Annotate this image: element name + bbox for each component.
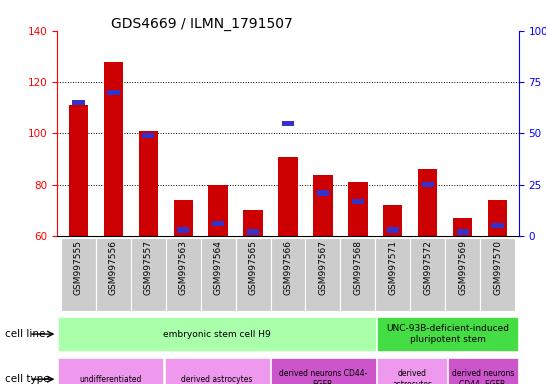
Bar bbox=[278, 157, 298, 236]
Text: derived
astrocytes: derived astrocytes bbox=[392, 369, 432, 384]
Bar bbox=[164, 358, 270, 384]
Bar bbox=[61, 238, 96, 311]
Text: GSM997568: GSM997568 bbox=[353, 240, 363, 295]
Text: GSM997572: GSM997572 bbox=[423, 240, 432, 295]
Bar bbox=[448, 358, 518, 384]
Text: GSM997569: GSM997569 bbox=[458, 240, 467, 295]
Bar bbox=[488, 200, 507, 236]
Bar bbox=[377, 317, 518, 351]
Text: GSM997555: GSM997555 bbox=[74, 240, 83, 295]
Bar bbox=[411, 238, 446, 311]
Text: undifferentiated: undifferentiated bbox=[79, 375, 142, 384]
Text: cell type: cell type bbox=[5, 374, 50, 384]
Bar bbox=[58, 317, 376, 351]
Bar bbox=[282, 121, 294, 126]
Bar bbox=[212, 221, 224, 227]
Bar bbox=[480, 238, 515, 311]
Bar bbox=[130, 238, 165, 311]
Bar bbox=[58, 358, 163, 384]
Bar bbox=[456, 230, 469, 235]
Bar bbox=[139, 131, 158, 236]
Bar bbox=[418, 169, 437, 236]
Bar bbox=[317, 190, 329, 195]
Bar bbox=[107, 90, 120, 95]
Text: GSM997563: GSM997563 bbox=[179, 240, 188, 295]
Text: derived astrocytes: derived astrocytes bbox=[181, 375, 253, 384]
Bar bbox=[377, 358, 447, 384]
Bar bbox=[235, 238, 270, 311]
Bar bbox=[387, 227, 399, 233]
Bar bbox=[352, 199, 364, 204]
Bar bbox=[491, 223, 504, 228]
Text: GSM997557: GSM997557 bbox=[144, 240, 153, 295]
Text: embryonic stem cell H9: embryonic stem cell H9 bbox=[163, 329, 271, 339]
Bar bbox=[453, 218, 472, 236]
Bar bbox=[165, 238, 200, 311]
Text: GSM997566: GSM997566 bbox=[283, 240, 293, 295]
Text: GSM997570: GSM997570 bbox=[493, 240, 502, 295]
Text: GSM997564: GSM997564 bbox=[213, 240, 223, 295]
Bar bbox=[104, 61, 123, 236]
Bar bbox=[174, 200, 193, 236]
Bar bbox=[72, 100, 85, 105]
Text: UNC-93B-deficient-induced
pluripotent stem: UNC-93B-deficient-induced pluripotent st… bbox=[386, 324, 509, 344]
Text: GSM997567: GSM997567 bbox=[318, 240, 328, 295]
Bar bbox=[348, 182, 367, 236]
Bar bbox=[177, 227, 189, 233]
Bar bbox=[69, 105, 88, 236]
Bar bbox=[341, 238, 376, 311]
Text: GSM997556: GSM997556 bbox=[109, 240, 118, 295]
Bar bbox=[376, 238, 411, 311]
Text: GSM997571: GSM997571 bbox=[388, 240, 397, 295]
Text: cell line: cell line bbox=[5, 329, 46, 339]
Text: derived neurons CD44-
EGFR-: derived neurons CD44- EGFR- bbox=[280, 369, 367, 384]
Bar bbox=[306, 238, 341, 311]
Text: GDS4669 / ILMN_1791507: GDS4669 / ILMN_1791507 bbox=[111, 17, 293, 31]
Bar bbox=[209, 185, 228, 236]
Bar bbox=[383, 205, 402, 236]
Bar bbox=[422, 182, 434, 187]
Bar bbox=[270, 238, 306, 311]
Bar bbox=[96, 238, 130, 311]
Bar bbox=[200, 238, 235, 311]
Text: GSM997565: GSM997565 bbox=[248, 240, 258, 295]
Bar bbox=[446, 238, 480, 311]
Bar bbox=[142, 133, 155, 138]
Bar bbox=[313, 174, 333, 236]
Text: derived neurons
CD44- EGFR-: derived neurons CD44- EGFR- bbox=[452, 369, 514, 384]
Bar bbox=[244, 210, 263, 236]
Bar bbox=[271, 358, 376, 384]
Bar bbox=[247, 230, 259, 235]
